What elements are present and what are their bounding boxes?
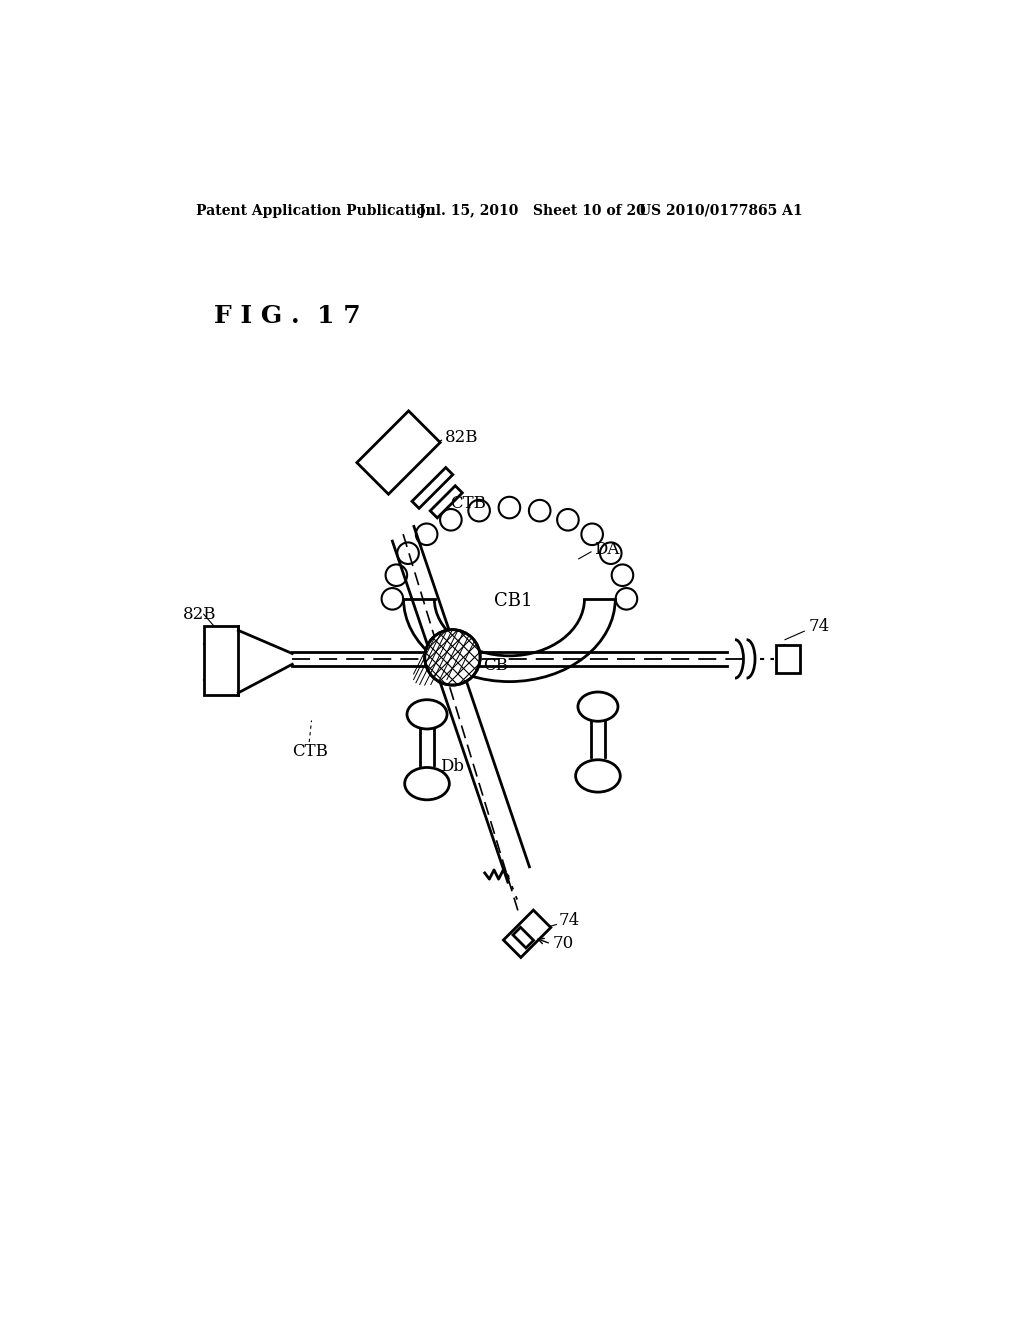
Text: DA: DA: [594, 541, 620, 558]
Text: CTB: CTB: [292, 743, 328, 760]
Text: Db: Db: [440, 758, 464, 775]
Polygon shape: [430, 486, 462, 517]
Text: 82B: 82B: [444, 429, 478, 446]
Text: F I G .  1 7: F I G . 1 7: [214, 304, 360, 329]
Text: 82B: 82B: [183, 606, 216, 623]
Text: CB1: CB1: [494, 593, 532, 610]
Polygon shape: [357, 411, 440, 494]
Text: 74: 74: [559, 912, 580, 929]
Text: 70: 70: [553, 936, 573, 952]
Text: Patent Application Publication: Patent Application Publication: [196, 203, 435, 218]
Text: CTB: CTB: [451, 495, 486, 512]
Text: US 2010/0177865 A1: US 2010/0177865 A1: [639, 203, 803, 218]
Polygon shape: [504, 909, 551, 957]
Polygon shape: [412, 467, 453, 508]
Circle shape: [425, 630, 480, 685]
Polygon shape: [513, 927, 534, 948]
Text: Jul. 15, 2010   Sheet 10 of 20: Jul. 15, 2010 Sheet 10 of 20: [419, 203, 646, 218]
Text: 74: 74: [808, 618, 829, 635]
Text: CB: CB: [483, 656, 508, 673]
Bar: [776, 645, 801, 673]
Bar: [204, 626, 239, 696]
